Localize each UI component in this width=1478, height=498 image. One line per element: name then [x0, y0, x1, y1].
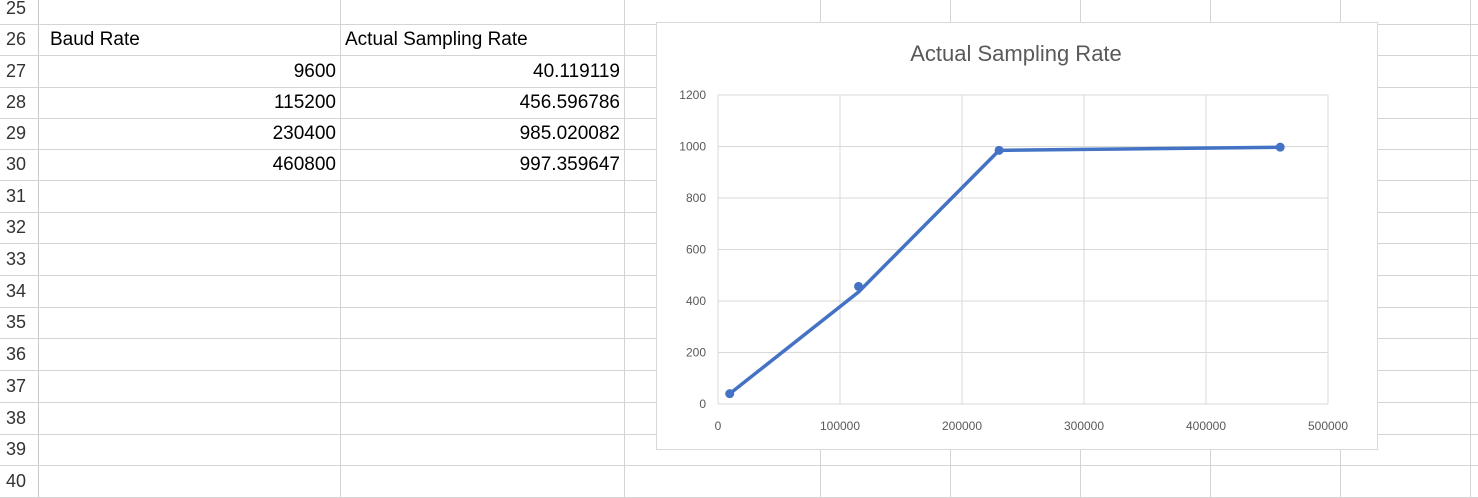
- row-number[interactable]: 38: [6, 408, 27, 428]
- chart-svg: Actual Sampling Rate 0 200 400 600 800 1000 12…: [679, 41, 1348, 433]
- y-tick-label: 200: [686, 346, 706, 360]
- cell-rate[interactable]: 40.119119: [533, 61, 620, 82]
- y-tick-label: 1200: [679, 88, 706, 102]
- row-number[interactable]: 29: [6, 123, 27, 143]
- x-tick-label: 0: [715, 419, 722, 433]
- y-tick-label: 400: [686, 294, 706, 308]
- row-number[interactable]: 35: [6, 312, 27, 332]
- row-number[interactable]: 36: [6, 344, 27, 364]
- row-number[interactable]: 40: [6, 471, 27, 491]
- row-number[interactable]: 33: [6, 249, 27, 269]
- row-number[interactable]: 25: [6, 0, 27, 18]
- column-divider: [1470, 0, 1471, 498]
- y-tick-label: 800: [686, 191, 706, 205]
- cell-baud[interactable]: 230400: [272, 123, 336, 144]
- row-number[interactable]: 32: [6, 217, 27, 237]
- row-number[interactable]: 26: [6, 29, 27, 49]
- y-tick-label: 1000: [679, 140, 706, 154]
- row-divider: [0, 465, 1478, 466]
- chart-title: Actual Sampling Rate: [910, 41, 1122, 66]
- row-number[interactable]: 39: [6, 439, 27, 459]
- data-point[interactable]: [1275, 142, 1285, 152]
- cell-rate[interactable]: 456.596786: [519, 92, 620, 113]
- row-header-separator: [38, 0, 39, 498]
- cell-rate[interactable]: 985.020082: [519, 123, 620, 144]
- cell-baud[interactable]: 9600: [293, 61, 336, 82]
- cell-baud[interactable]: 460800: [272, 154, 336, 175]
- y-tick-label: 0: [699, 397, 706, 411]
- data-point[interactable]: [994, 145, 1004, 155]
- row-number[interactable]: 28: [6, 92, 27, 112]
- y-tick-label: 600: [686, 243, 706, 257]
- header-actual-sampling-rate[interactable]: Actual Sampling Rate: [345, 29, 528, 50]
- row-number[interactable]: 30: [6, 154, 27, 174]
- chart-container[interactable]: Actual Sampling Rate 0 200 400 600 800 1000 12…: [656, 22, 1378, 450]
- trendline: [728, 145, 1281, 396]
- column-divider: [624, 0, 625, 498]
- row-number[interactable]: 31: [6, 186, 27, 206]
- cell-baud[interactable]: 115200: [274, 92, 336, 113]
- x-tick-label: 100000: [820, 419, 860, 433]
- x-tick-label: 400000: [1186, 419, 1226, 433]
- header-baud-rate[interactable]: Baud Rate: [50, 29, 140, 50]
- x-tick-label: 300000: [1064, 419, 1104, 433]
- row-number[interactable]: 37: [6, 376, 27, 396]
- row-number[interactable]: 27: [6, 61, 27, 81]
- column-divider: [340, 0, 341, 498]
- x-tick-label: 200000: [942, 419, 982, 433]
- cell-rate[interactable]: 997.359647: [519, 154, 620, 175]
- data-point[interactable]: [725, 389, 735, 399]
- data-point[interactable]: [854, 281, 864, 291]
- row-number[interactable]: 34: [6, 281, 27, 301]
- x-tick-label: 500000: [1308, 419, 1348, 433]
